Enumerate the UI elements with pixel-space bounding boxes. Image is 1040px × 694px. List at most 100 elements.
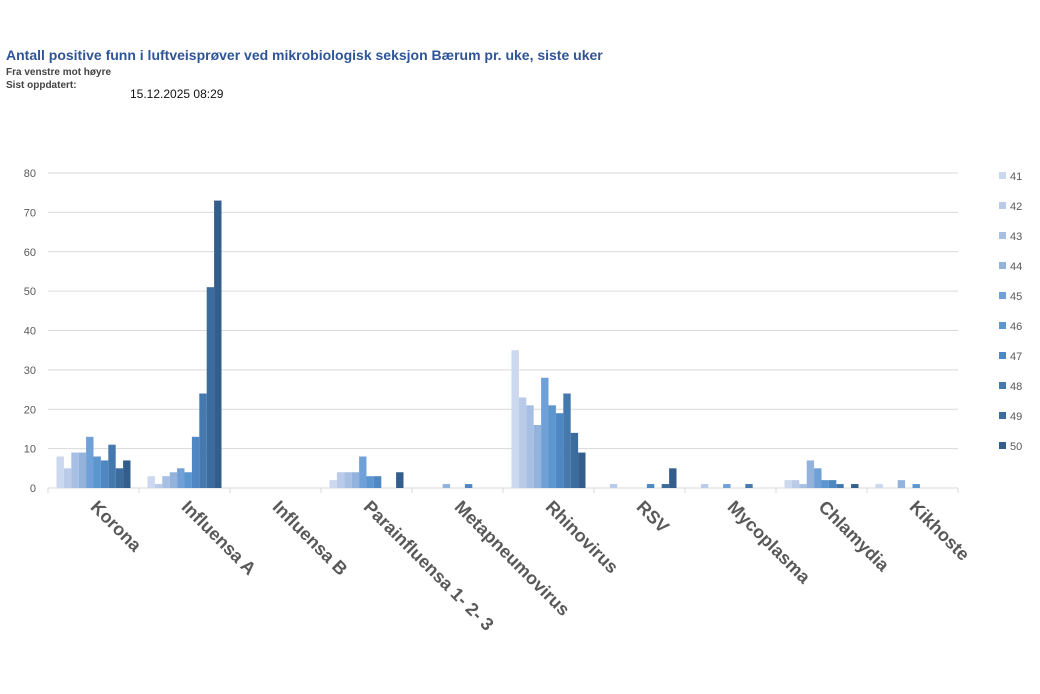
bar xyxy=(548,405,556,488)
bar xyxy=(93,456,101,488)
bar xyxy=(344,472,352,488)
legend-label: 41 xyxy=(1010,171,1022,183)
y-tick-label: 40 xyxy=(24,326,36,338)
bar xyxy=(533,425,542,488)
legend-swatch xyxy=(999,322,1006,329)
y-tick-label: 10 xyxy=(24,444,36,456)
category-label: RSV xyxy=(633,497,673,537)
bar xyxy=(784,480,792,488)
legend-label: 50 xyxy=(1010,441,1022,453)
legend-label: 45 xyxy=(1010,291,1022,303)
bar xyxy=(897,480,906,488)
y-tick-label: 70 xyxy=(24,207,36,219)
bar xyxy=(123,460,131,488)
bar xyxy=(108,444,116,488)
bar xyxy=(154,484,163,488)
updated-label: Sist oppdatert: xyxy=(6,80,77,91)
bar xyxy=(78,452,87,488)
y-tick-label: 60 xyxy=(24,247,36,259)
bar xyxy=(63,468,72,488)
category-label: Korona xyxy=(87,497,146,556)
legend-label: 42 xyxy=(1010,201,1022,213)
bar xyxy=(359,456,367,488)
legend-label: 47 xyxy=(1010,351,1022,363)
category-label: Influensa B xyxy=(269,497,352,580)
category-label: Chlamydia xyxy=(815,497,894,576)
legend-swatch xyxy=(999,202,1006,209)
bar xyxy=(555,413,564,488)
bar xyxy=(351,472,360,488)
bar xyxy=(821,480,829,488)
bar xyxy=(206,287,215,488)
y-tick-label: 20 xyxy=(24,404,36,416)
bar xyxy=(162,476,170,488)
bar xyxy=(336,472,345,488)
legend-swatch xyxy=(999,292,1006,299)
bar xyxy=(661,484,670,488)
updated-value: 15.12.2025 08:29 xyxy=(130,87,224,101)
bar xyxy=(214,200,222,488)
bar xyxy=(442,484,451,488)
bar xyxy=(511,350,519,488)
bar xyxy=(851,484,859,488)
bar xyxy=(563,393,571,488)
bar xyxy=(541,377,549,488)
bar xyxy=(646,484,655,488)
bar xyxy=(169,472,178,488)
bar xyxy=(806,460,815,488)
bar xyxy=(912,484,920,488)
chart-subtitle: Fra venstre mot høyre xyxy=(6,67,112,78)
legend-swatch xyxy=(999,442,1006,449)
legend-label: 44 xyxy=(1010,261,1022,273)
bar xyxy=(723,484,731,488)
y-tick-label: 50 xyxy=(24,286,36,298)
bar xyxy=(147,476,155,488)
bar xyxy=(578,452,586,488)
bar xyxy=(366,476,374,488)
bar xyxy=(177,468,185,488)
legend-label: 46 xyxy=(1010,321,1022,333)
category-label: Kikhoste xyxy=(906,497,974,565)
legend-swatch xyxy=(999,382,1006,389)
bar xyxy=(115,468,124,488)
bar xyxy=(329,480,337,488)
bar xyxy=(373,476,382,488)
category-label: Influensa A xyxy=(178,497,260,579)
legend-swatch xyxy=(999,262,1006,269)
bar xyxy=(199,393,207,488)
legend-label: 48 xyxy=(1010,381,1022,393)
bar xyxy=(799,484,807,488)
bar xyxy=(518,397,527,488)
category-label: Rhinovirus xyxy=(542,497,623,578)
y-tick-label: 0 xyxy=(30,483,36,495)
bar xyxy=(836,484,844,488)
bar xyxy=(71,452,79,488)
bar xyxy=(570,432,579,488)
bar xyxy=(56,456,64,488)
bar xyxy=(700,484,709,488)
bar xyxy=(828,480,837,488)
legend-swatch xyxy=(999,352,1006,359)
bar xyxy=(745,484,753,488)
bar xyxy=(526,405,534,488)
legend-label: 43 xyxy=(1010,231,1022,243)
bar xyxy=(100,460,109,488)
bar xyxy=(669,468,677,488)
legend-label: 49 xyxy=(1010,411,1022,423)
bar xyxy=(86,436,94,488)
chart-title: Antall positive funn i luftveisprøver ve… xyxy=(6,47,603,63)
category-label: Mycoplasma xyxy=(724,497,815,588)
bar xyxy=(814,468,822,488)
y-tick-label: 80 xyxy=(24,168,36,180)
y-tick-label: 30 xyxy=(24,365,36,377)
bar xyxy=(191,436,200,488)
legend-swatch xyxy=(999,172,1006,179)
bar xyxy=(875,484,883,488)
legend-swatch xyxy=(999,232,1006,239)
legend-swatch xyxy=(999,412,1006,419)
bar xyxy=(396,472,404,488)
bar xyxy=(184,472,192,488)
bar xyxy=(464,484,473,488)
bar xyxy=(791,480,800,488)
